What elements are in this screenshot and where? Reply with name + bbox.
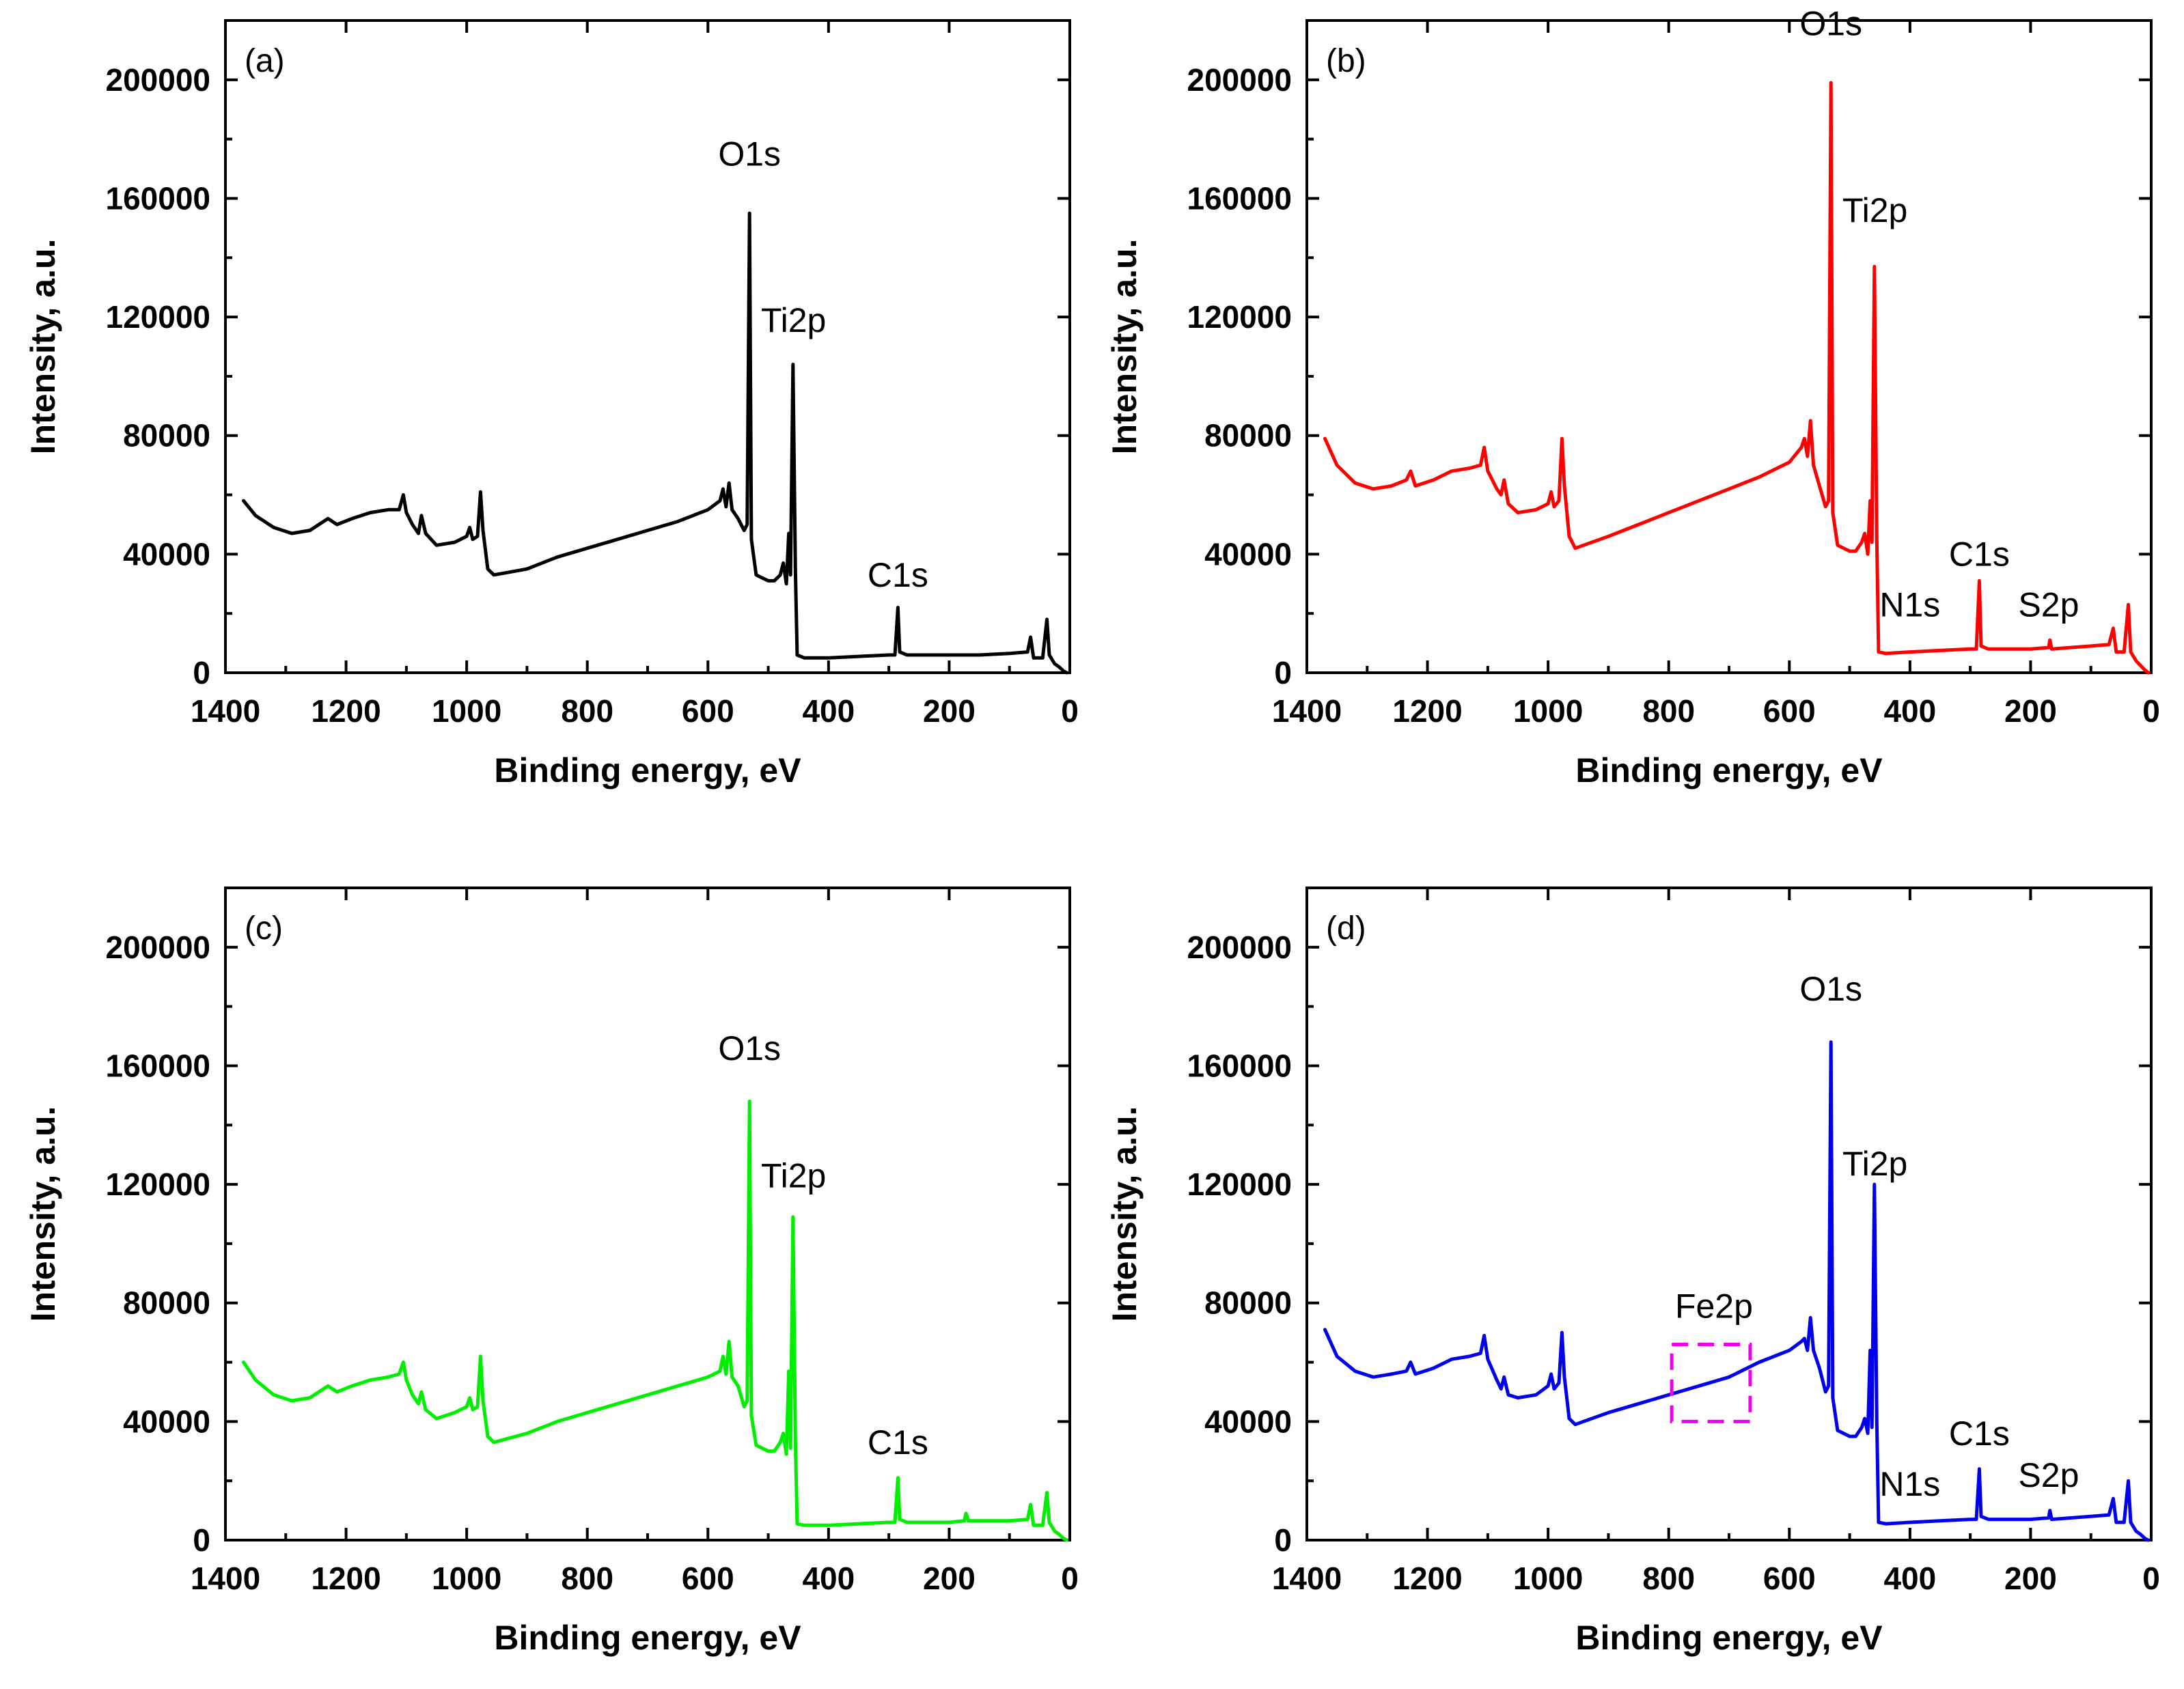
x-axis-title: Binding energy, eV: [494, 751, 801, 790]
y-tick-label: 120000: [1187, 1167, 1293, 1202]
x-tick-label: 800: [1642, 1561, 1695, 1596]
y-tick-label: 200000: [1187, 930, 1293, 965]
plot-frame: [224, 19, 1071, 674]
x-tick-label: 1200: [311, 1561, 381, 1596]
y-tick-label: 80000: [1204, 418, 1292, 453]
x-tick-label: 1400: [191, 1561, 260, 1596]
peak-label-ti2p: Ti2p: [761, 301, 826, 339]
x-tick-label: 600: [1763, 693, 1816, 729]
x-axis-title: Binding energy, eV: [1575, 1619, 1883, 1657]
peak-label-ti2p: Ti2p: [1842, 191, 1907, 229]
x-tick-label: 1000: [1513, 1561, 1583, 1596]
y-tick-label: 160000: [1187, 1048, 1293, 1083]
y-tick-label: 0: [1274, 1522, 1292, 1558]
plot-frame: [1305, 887, 2153, 1541]
x-tick-label: 0: [1061, 1561, 1079, 1596]
panel-b: 1400 1200 1000 800 600 400 200 0 0 40000 80000 1200…: [1105, 5, 2160, 790]
x-tick-label: 800: [561, 1561, 613, 1596]
y-tick-label: 0: [193, 1522, 210, 1558]
y-tick-label: 0: [193, 655, 210, 690]
y-tick-label: 80000: [1204, 1285, 1292, 1321]
x-tick-label: 200: [923, 693, 976, 729]
peak-label-n1s: N1s: [1879, 586, 1940, 624]
x-tick-label: 600: [682, 693, 734, 729]
x-tick-label: 400: [1883, 693, 1936, 729]
x-tick-label: 1200: [1392, 1561, 1462, 1596]
x-tick-label: 400: [1883, 1561, 1936, 1596]
x-tick-label: 400: [802, 693, 855, 729]
y-axis-title: Intensity, a.u.: [1105, 239, 1144, 455]
plot-frame: [1305, 19, 2153, 674]
x-tick-label: 200: [923, 1561, 976, 1596]
peak-label-c1s: C1s: [868, 556, 928, 594]
y-tick-label: 120000: [1187, 299, 1293, 335]
panel-label: (a): [245, 43, 285, 79]
peak-label-ti2p: Ti2p: [1842, 1145, 1907, 1183]
peak-label-o1s: O1s: [718, 1029, 781, 1067]
x-tick-label: 1000: [1513, 693, 1583, 729]
panel-d: 1400 1200 1000 800 600 400 200 0 0 40000 80000 1200…: [1105, 887, 2160, 1657]
x-tick-label: 200: [2004, 693, 2057, 729]
y-tick-label: 40000: [123, 1404, 210, 1439]
y-axis-title: Intensity, a.u.: [24, 1106, 62, 1322]
x-tick-label: 1000: [432, 693, 501, 729]
x-tick-label: 600: [682, 1561, 734, 1596]
plot-frame: [224, 887, 1071, 1541]
y-tick-label: 160000: [106, 180, 211, 216]
x-tick-label: 200: [2004, 1561, 2057, 1596]
y-tick-label: 160000: [1187, 180, 1293, 216]
x-tick-label: 1000: [432, 1561, 501, 1596]
x-axis-title: Binding energy, eV: [494, 1619, 801, 1657]
y-axis-title: Intensity, a.u.: [1105, 1106, 1144, 1322]
fe2p-highlight-box: [1670, 1343, 1752, 1423]
spectrum-line: [242, 211, 1069, 675]
y-tick-label: 200000: [1187, 62, 1293, 98]
x-tick-label: 1400: [1272, 693, 1342, 729]
y-tick-label: 40000: [1204, 536, 1292, 572]
y-tick-label: 200000: [106, 62, 211, 98]
y-tick-label: 80000: [123, 1285, 210, 1321]
y-tick-label: 120000: [106, 299, 211, 335]
spectrum-line: [1323, 1040, 2151, 1542]
x-tick-label: 400: [802, 1561, 855, 1596]
peak-label-o1s: O1s: [1799, 970, 1862, 1008]
panel-a: 1400 1200 1000 800 600 400 200 0 0 40000 80000 1200…: [24, 19, 1079, 790]
peak-label-fe2p: Fe2p: [1675, 1287, 1753, 1325]
y-axis-title: Intensity, a.u.: [24, 239, 62, 455]
y-tick-label: 0: [1274, 655, 1292, 690]
y-tick-label: 120000: [106, 1167, 211, 1202]
x-tick-label: 1400: [191, 693, 260, 729]
y-tick-label: 160000: [106, 1048, 211, 1083]
y-tick-label: 40000: [1204, 1404, 1292, 1439]
spectrum-line: [242, 1100, 1069, 1542]
peak-label-ti2p: Ti2p: [761, 1156, 826, 1195]
panel-label: (c): [245, 910, 283, 947]
panel-label: (b): [1326, 43, 1366, 79]
y-tick-label: 40000: [123, 536, 210, 572]
x-tick-label: 1200: [311, 693, 381, 729]
peak-label-n1s: N1s: [1879, 1465, 1940, 1503]
x-tick-label: 600: [1763, 1561, 1816, 1596]
peak-label-c1s: C1s: [868, 1423, 928, 1462]
peak-label-c1s: C1s: [1949, 1414, 2010, 1453]
peak-label-o1s: O1s: [1799, 5, 1862, 43]
x-tick-label: 0: [1061, 693, 1079, 729]
x-axis-title: Binding energy, eV: [1575, 751, 1883, 790]
x-tick-label: 1200: [1392, 693, 1462, 729]
peak-label-c1s: C1s: [1949, 535, 2010, 574]
y-tick-label: 80000: [123, 418, 210, 453]
x-tick-label: 0: [2142, 693, 2160, 729]
peak-label-s2p: S2p: [2018, 586, 2079, 624]
panel-c: 1400 1200 1000 800 600 400 200 0 0 40000 80000 1200…: [24, 887, 1079, 1657]
peak-label-s2p: S2p: [2018, 1456, 2079, 1494]
x-tick-label: 800: [561, 693, 613, 729]
x-tick-label: 1400: [1272, 1561, 1342, 1596]
x-tick-label: 0: [2142, 1561, 2160, 1596]
x-tick-label: 800: [1642, 693, 1695, 729]
spectrum-line: [1323, 81, 2151, 675]
peak-label-o1s: O1s: [718, 135, 781, 173]
y-tick-label: 200000: [106, 930, 211, 965]
panel-label: (d): [1326, 910, 1366, 947]
